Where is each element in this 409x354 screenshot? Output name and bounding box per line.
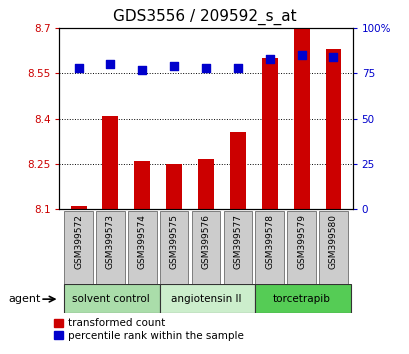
Text: GSM399578: GSM399578 — [265, 214, 274, 269]
Text: agent: agent — [8, 294, 40, 304]
Text: GSM399579: GSM399579 — [297, 214, 306, 269]
Text: GSM399575: GSM399575 — [169, 214, 178, 269]
Text: torcetrapib: torcetrapib — [272, 294, 330, 304]
Text: angiotensin II: angiotensin II — [171, 294, 240, 304]
Bar — [287, 211, 315, 285]
Bar — [255, 211, 283, 285]
Bar — [96, 211, 124, 285]
Bar — [160, 284, 255, 313]
Bar — [64, 284, 160, 313]
Text: GSM399577: GSM399577 — [233, 214, 242, 269]
Bar — [64, 211, 93, 285]
Text: solvent control: solvent control — [72, 294, 149, 304]
Point — [107, 62, 113, 67]
Point — [234, 65, 240, 71]
Bar — [261, 58, 277, 209]
Point — [139, 67, 145, 73]
Bar — [255, 284, 350, 313]
Text: GSM399572: GSM399572 — [74, 214, 83, 269]
Bar — [318, 211, 347, 285]
Bar — [293, 28, 309, 209]
Bar — [229, 132, 245, 209]
Text: GDS3556 / 209592_s_at: GDS3556 / 209592_s_at — [113, 9, 296, 25]
Bar — [160, 211, 188, 285]
Bar — [166, 164, 182, 209]
Bar — [198, 159, 213, 209]
Point — [266, 56, 272, 62]
Text: GSM399574: GSM399574 — [137, 214, 146, 269]
Bar — [128, 211, 156, 285]
Point — [329, 55, 336, 60]
Point — [171, 63, 177, 69]
Point — [298, 53, 304, 58]
Bar — [325, 50, 341, 209]
Bar — [223, 211, 252, 285]
Text: GSM399580: GSM399580 — [328, 214, 337, 269]
Text: GSM399576: GSM399576 — [201, 214, 210, 269]
Bar — [134, 161, 150, 209]
Point — [202, 65, 209, 71]
Bar — [102, 116, 118, 209]
Point — [75, 65, 82, 71]
Bar — [70, 206, 86, 209]
Legend: transformed count, percentile rank within the sample: transformed count, percentile rank withi… — [54, 319, 243, 341]
Bar — [191, 211, 220, 285]
Text: GSM399573: GSM399573 — [106, 214, 115, 269]
